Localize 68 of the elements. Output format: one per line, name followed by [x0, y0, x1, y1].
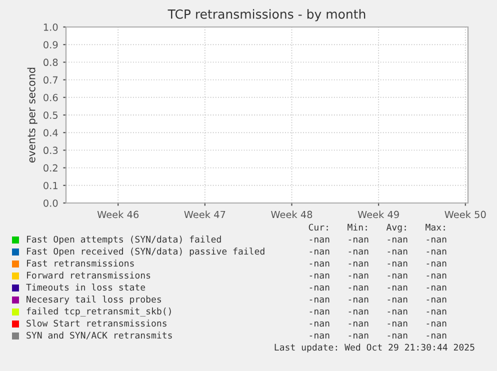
- legend-label: SYN and SYN/ACK retransmits: [26, 332, 172, 340]
- legend-label: Forward retransmissions: [27, 272, 150, 279]
- text: -nan: [310, 261, 330, 267]
- text: -nan: [310, 285, 330, 291]
- text: Min:: [348, 224, 367, 231]
- legend-label: Timeouts in loss state: [26, 284, 146, 291]
- text: -nan: [426, 261, 446, 267]
- y-tick-label: 0.6: [44, 94, 58, 102]
- text: -nan: [348, 309, 368, 315]
- y-tick-label: 0.5: [44, 111, 58, 119]
- text: -nan: [388, 333, 408, 339]
- text: -nan: [426, 285, 446, 291]
- text: -nan: [348, 333, 368, 339]
- x-tick-label: Week 49: [358, 210, 399, 218]
- x-tick-label: Week 47: [184, 210, 226, 218]
- text: -nan: [426, 273, 446, 279]
- legend-label: failed tcp_retransmit_skb(): [26, 307, 171, 317]
- y-axis-title: events per second: [27, 68, 38, 163]
- text: -nan: [310, 333, 330, 339]
- legend-label: Slow Start retransmissions: [26, 320, 166, 327]
- text: -nan: [310, 273, 330, 279]
- legend-label: Fast Open received (SYN/data) passive failed: [27, 248, 264, 256]
- text: -nan: [388, 309, 408, 315]
- text: -nan: [388, 237, 408, 243]
- text: -nan: [310, 297, 330, 303]
- text: -nan: [426, 297, 446, 303]
- text: -nan: [310, 309, 330, 315]
- text: -nan: [348, 285, 368, 291]
- text: Max:: [426, 224, 445, 231]
- x-tick-label: Week 48: [271, 210, 312, 218]
- x-tick-label: Week 46: [97, 210, 139, 218]
- text: -nan: [310, 321, 330, 327]
- text: -nan: [388, 297, 408, 303]
- x-tick-label: Week 50: [444, 210, 486, 218]
- text: Cur:: [308, 224, 328, 231]
- text: -nan: [388, 273, 408, 279]
- chart-title: TCP retransmissions - by month: [168, 9, 366, 22]
- legend-label: Fast Open attempts (SYN/data) failed: [27, 236, 221, 244]
- y-tick-label: 0.4: [44, 129, 58, 136]
- y-tick-label: 0.3: [44, 146, 58, 154]
- text: -nan: [348, 297, 368, 303]
- text: -nan: [348, 261, 368, 267]
- legend-label: Fast retransmissions: [27, 260, 134, 267]
- y-tick-label: 0.1: [44, 182, 58, 190]
- text: -nan: [426, 237, 446, 243]
- text: -nan: [388, 249, 408, 255]
- text: -nan: [426, 333, 446, 339]
- text: -nan: [348, 321, 368, 327]
- text: -nan: [310, 237, 330, 243]
- text: -nan: [426, 321, 446, 327]
- y-tick-label: 0.0: [44, 199, 58, 207]
- text: -nan: [426, 249, 446, 255]
- text: -nan: [348, 249, 368, 255]
- text: -nan: [388, 285, 408, 291]
- y-tick-label: 0.9: [44, 41, 58, 48]
- text: Last update: Wed Oct 29 21:30:44 2025: [274, 344, 474, 352]
- text: Avg:: [386, 224, 406, 232]
- y-tick-label: 0.8: [44, 58, 58, 66]
- text: -nan: [348, 237, 368, 243]
- y-tick-label: 0.2: [44, 164, 58, 172]
- y-tick-label: 1.0: [44, 23, 58, 31]
- legend-label: Necesary tail loss probes: [26, 296, 161, 304]
- text: -nan: [388, 321, 408, 327]
- text: -nan: [426, 309, 446, 315]
- text: -nan: [388, 261, 408, 267]
- y-tick-label: 0.7: [44, 76, 58, 84]
- text: -nan: [310, 249, 330, 255]
- text: -nan: [348, 273, 368, 279]
